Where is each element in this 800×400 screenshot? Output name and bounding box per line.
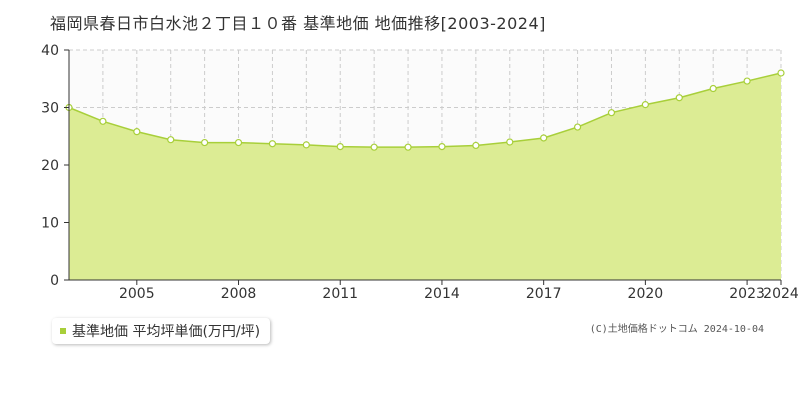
data-point bbox=[743, 77, 751, 85]
data-point bbox=[133, 128, 141, 136]
x-tick-label: 2011 bbox=[322, 286, 358, 302]
y-tick-label: 40 bbox=[41, 43, 59, 59]
y-tick-label: 0 bbox=[50, 273, 59, 289]
series-line bbox=[68, 72, 782, 148]
data-points bbox=[65, 69, 785, 151]
data-point bbox=[302, 141, 310, 149]
data-point bbox=[675, 94, 683, 102]
y-tick-label: 20 bbox=[41, 158, 59, 174]
legend-swatch bbox=[60, 328, 66, 334]
area-fill bbox=[69, 73, 781, 280]
x-tick-label: 2005 bbox=[119, 286, 155, 302]
data-point bbox=[506, 138, 514, 146]
legend: 基準地価 平均坪単価(万円/坪) bbox=[52, 318, 271, 344]
data-point bbox=[370, 143, 378, 151]
data-point bbox=[268, 140, 277, 148]
x-tick-label: 2017 bbox=[526, 286, 562, 302]
data-point bbox=[607, 109, 616, 117]
data-point bbox=[167, 136, 175, 144]
y-tick-labels: 0 10 20 30 40 bbox=[41, 43, 59, 289]
data-point bbox=[438, 143, 446, 151]
legend-label: 基準地価 平均坪単価(万円/坪) bbox=[72, 324, 261, 340]
data-point bbox=[99, 117, 107, 125]
data-point bbox=[777, 69, 785, 77]
x-tick-label: 2014 bbox=[424, 286, 460, 302]
x-tick-label: 2023 bbox=[729, 286, 765, 302]
x-tick-label: 2008 bbox=[221, 286, 257, 302]
data-point bbox=[201, 138, 209, 147]
y-tick-label: 10 bbox=[41, 216, 59, 232]
data-point bbox=[234, 138, 243, 147]
y-tick-label: 30 bbox=[41, 101, 59, 117]
x-tick-label: 2024 bbox=[763, 286, 799, 302]
data-point bbox=[641, 101, 649, 109]
x-tick-label: 2020 bbox=[628, 286, 664, 302]
chart-title: 福岡県春日市白水池２丁目１０番 基準地価 地価推移[2003-2024] bbox=[50, 14, 546, 33]
data-point bbox=[709, 84, 717, 93]
copyright-credit: (C)土地価格ドットコム 2024-10-04 bbox=[589, 324, 764, 335]
data-point bbox=[472, 141, 480, 150]
data-point bbox=[404, 143, 412, 151]
axes bbox=[64, 49, 782, 285]
data-point bbox=[336, 143, 344, 151]
data-point bbox=[573, 123, 582, 131]
data-point bbox=[540, 134, 548, 142]
